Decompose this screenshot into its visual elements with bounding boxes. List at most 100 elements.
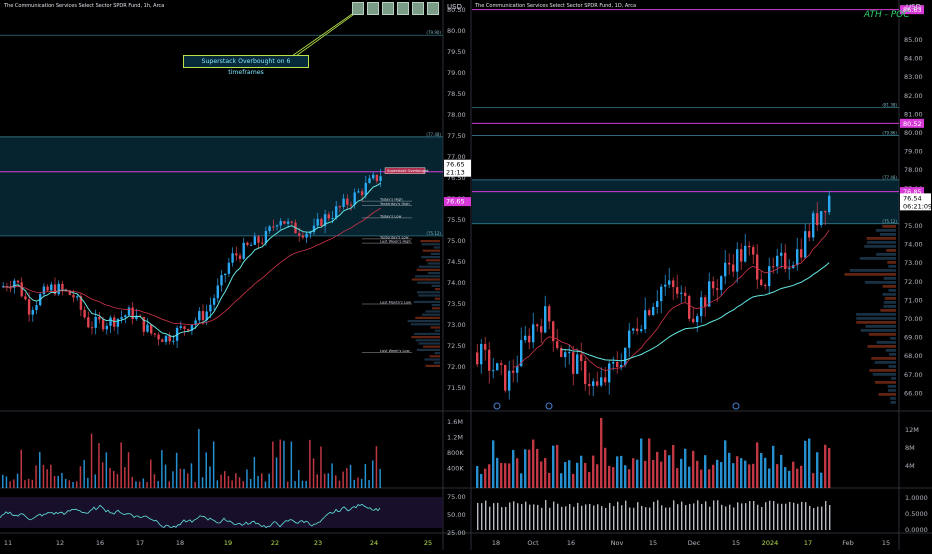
left-candle xyxy=(9,287,12,289)
indicator-toggle-button-6[interactable] xyxy=(427,2,439,15)
right-volume-bar xyxy=(656,451,659,488)
right-volume-bar xyxy=(788,470,791,488)
right-candle xyxy=(816,213,819,226)
indicator-toggle-button-1[interactable] xyxy=(352,2,364,15)
right-candle xyxy=(728,262,731,265)
right-oscillator-bar xyxy=(737,502,739,530)
left-candle xyxy=(179,326,182,328)
right-candle xyxy=(584,360,587,385)
right-volume-bar xyxy=(720,462,723,488)
left-volume-bar xyxy=(323,473,326,488)
right-volume-profile-bar xyxy=(874,381,896,384)
right-oscillator-bar xyxy=(689,504,691,530)
left-volume-bar xyxy=(305,480,307,488)
left-volume-bar xyxy=(183,469,185,488)
right-oscillator-bar xyxy=(553,501,555,530)
left-candle xyxy=(286,221,290,224)
left-volume-bar xyxy=(46,469,48,488)
left-volume-bar xyxy=(290,441,293,488)
left-volume-bar xyxy=(309,439,311,488)
indicator-toggle-button-3[interactable] xyxy=(382,2,394,15)
right-price-label: 79.00 xyxy=(904,148,923,156)
right-oscillator-bar xyxy=(753,501,755,530)
right-oscillator-bar xyxy=(749,501,751,530)
left-volume-profile-bar xyxy=(423,345,440,348)
right-price-label: 80.00 xyxy=(904,129,923,137)
right-oscillator-bar xyxy=(813,507,815,530)
left-volume-bar xyxy=(246,469,248,488)
right-oscillator-bar xyxy=(681,501,683,530)
left-volume-bar xyxy=(9,481,11,488)
right-volume-bar xyxy=(736,456,739,488)
right-volume-profile-bar xyxy=(888,289,896,292)
right-price-label: 66.00 xyxy=(904,389,923,397)
right-time-label: Feb xyxy=(842,539,854,547)
right-volume-profile-bar xyxy=(890,377,896,380)
right-volume-bar xyxy=(716,459,719,488)
right-volume-bar xyxy=(792,461,795,488)
left-volume-bar xyxy=(16,473,19,488)
left-chart-title: The Communication Services Select Sector… xyxy=(4,3,165,9)
right-candle xyxy=(740,249,743,262)
right-candle xyxy=(704,297,707,307)
right-volume-bar xyxy=(664,449,667,488)
right-price-label: 68.00 xyxy=(904,352,923,360)
left-candle xyxy=(172,340,175,342)
right-candle xyxy=(788,268,791,270)
left-price-label: 75.00 xyxy=(447,237,466,245)
left-volume-bar xyxy=(138,481,141,488)
right-oscillator-bar xyxy=(645,507,647,530)
indicator-toggle-button-5[interactable] xyxy=(412,2,424,15)
right-candle xyxy=(632,328,635,331)
right-oscillator-bar xyxy=(761,507,763,530)
left-volume-profile-bar xyxy=(430,326,440,329)
left-volume-bar xyxy=(249,478,252,488)
right-candle xyxy=(640,329,643,332)
left-candle xyxy=(205,311,208,321)
left-price-label: 78.00 xyxy=(447,111,466,119)
right-oscillator-bar xyxy=(561,506,563,530)
left-volume-bar xyxy=(312,458,315,488)
right-volume-bar xyxy=(796,468,799,488)
right-volume-profile-bar xyxy=(872,373,896,376)
left-candle xyxy=(31,309,34,315)
right-price-label: 69.00 xyxy=(904,334,923,342)
left-volume-bar xyxy=(235,473,237,488)
right-oscillator-bar xyxy=(541,507,543,530)
right-volume-bar xyxy=(652,460,655,488)
left-candle xyxy=(224,273,227,276)
right-volume-bar xyxy=(748,464,751,488)
right-oscillator-bar xyxy=(545,500,547,530)
indicator-toggle-button-2[interactable] xyxy=(367,2,379,15)
left-candle xyxy=(242,242,245,259)
left-volume-profile-bar xyxy=(420,240,440,243)
right-volume-bar xyxy=(484,468,487,488)
left-candle xyxy=(116,318,120,327)
left-candle xyxy=(209,304,212,312)
left-candle xyxy=(220,275,223,286)
right-candle xyxy=(688,295,691,319)
right-price-label: 81.00 xyxy=(904,110,923,118)
left-candle xyxy=(127,307,131,316)
right-time-label: 15 xyxy=(882,539,890,547)
right-oscillator-bar xyxy=(569,504,571,530)
right-volume-bar xyxy=(660,461,663,488)
indicator-toggle-button-4[interactable] xyxy=(397,2,409,15)
right-level-tag: (81.38) xyxy=(882,102,897,107)
left-price-label: 73.00 xyxy=(447,321,466,329)
right-oscillator-bar xyxy=(649,507,651,530)
left-candle xyxy=(50,284,53,291)
left-price-label: 74.50 xyxy=(447,258,466,266)
left-volume-bar xyxy=(364,464,367,488)
left-candle xyxy=(227,262,231,274)
left-volume-label: 1.2M xyxy=(447,434,463,442)
right-volume-bar xyxy=(812,473,815,488)
right-volume-profile-bar xyxy=(886,249,896,252)
right-volume-bar xyxy=(808,438,811,488)
right-oscillator-bar xyxy=(501,507,503,530)
right-candle xyxy=(712,281,715,289)
right-volume-bar xyxy=(548,472,551,488)
left-volume-bar xyxy=(135,481,137,488)
